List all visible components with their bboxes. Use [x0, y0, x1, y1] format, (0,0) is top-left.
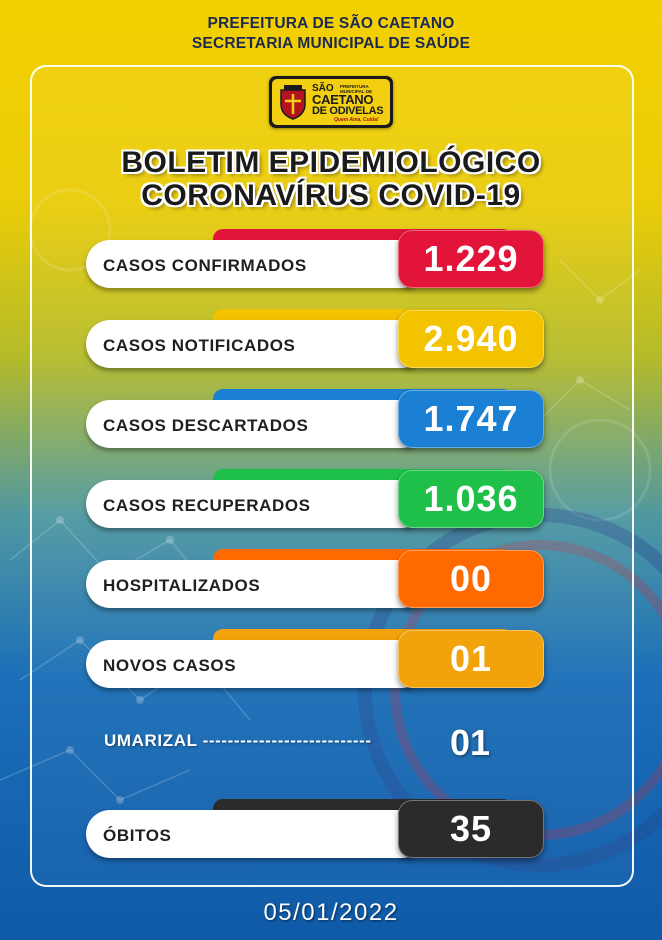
stat-row-hospitalized: HOSPITALIZADOS 00: [86, 549, 546, 613]
title-line1: BOLETIM EPIDEMIOLÓGICO: [121, 146, 541, 179]
deaths-label: ÓBITOS: [103, 826, 172, 845]
stat-row-deaths: ÓBITOS 35: [86, 799, 546, 863]
umarizal-label: UMARIZAL ---------------------------: [104, 731, 372, 750]
umarizal-row: UMARIZAL --------------------------- 01: [104, 722, 524, 763]
stat-value-box: 1.229: [398, 230, 544, 288]
municipality-logo: PREFEITURA MUNICIPAL DE SÃO CAETANO DE O…: [269, 76, 393, 128]
stat-label-pill: CASOS NOTIFICADOS: [86, 320, 426, 368]
title-line2: CORONAVÍRUS COVID-19: [141, 179, 521, 212]
stat-label-pill: CASOS CONFIRMADOS: [86, 240, 426, 288]
stat-value-box: 1.036: [398, 470, 544, 528]
logo-line1: SÃO: [312, 83, 334, 94]
header-line2: SECRETARIA MUNICIPAL DE SAÚDE: [191, 35, 471, 52]
stat-label: CASOS NOTIFICADOS: [103, 336, 296, 355]
stat-value-box: 2.940: [398, 310, 544, 368]
stat-label-pill: NOVOS CASOS: [86, 640, 426, 688]
stat-label-pill: ÓBITOS: [86, 810, 426, 858]
stat-row-recovered: CASOS RECUPERADOS 1.036: [86, 469, 546, 533]
stat-value-box: 1.747: [398, 390, 544, 448]
stat-label: CASOS DESCARTADOS: [103, 416, 309, 435]
stat-label-pill: CASOS RECUPERADOS: [86, 480, 426, 528]
stat-label: HOSPITALIZADOS: [103, 576, 261, 595]
stat-row-new-cases: NOVOS CASOS 01: [86, 629, 546, 693]
stat-row-discarded: CASOS DESCARTADOS 1.747: [86, 389, 546, 453]
logo-line2: CAETANO: [312, 92, 374, 107]
bulletin-date: 05/01/2022: [263, 899, 399, 926]
stat-label-pill: CASOS DESCARTADOS: [86, 400, 426, 448]
stat-label: CASOS RECUPERADOS: [103, 496, 311, 515]
stat-label-pill: HOSPITALIZADOS: [86, 560, 426, 608]
deaths-value-box: 35: [398, 800, 544, 858]
stat-row-confirmed: CASOS CONFIRMADOS 1.229: [86, 229, 546, 293]
stat-value-box: 00: [398, 550, 544, 608]
logo-line3: DE ODIVELAS: [312, 105, 384, 117]
stat-label: CASOS CONFIRMADOS: [103, 256, 307, 275]
stat-row-notified: CASOS NOTIFICADOS 2.940: [86, 309, 546, 373]
logo-small-text: PREFEITURA MUNICIPAL DE: [340, 84, 373, 94]
umarizal-value: 01: [450, 722, 491, 763]
stat-label: NOVOS CASOS: [103, 656, 237, 675]
header-line1: PREFEITURA DE SÃO CAETANO: [207, 15, 455, 32]
header: PREFEITURA DE SÃO CAETANO SECRETARIA MUN…: [0, 14, 662, 54]
logo-slogan: Quem Ama, Cuida!: [334, 117, 379, 123]
coat-of-arms-icon: [280, 85, 306, 120]
bulletin-title: BOLETIM EPIDEMIOLÓGICO CORONAVÍRUS COVID…: [0, 146, 662, 212]
stat-value-box: 01: [398, 630, 544, 688]
